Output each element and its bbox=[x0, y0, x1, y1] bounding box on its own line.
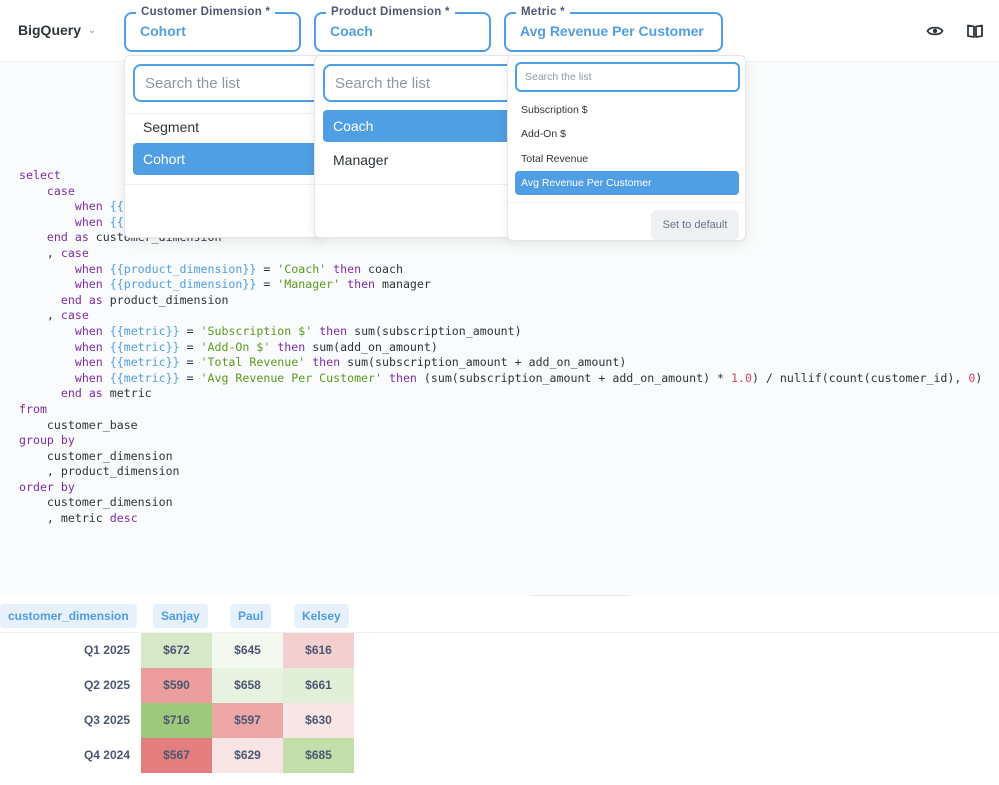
column-header[interactable]: Sanjay bbox=[153, 604, 208, 628]
code-line: when {{product_dimension}} = 'Manager' t… bbox=[74, 277, 431, 292]
filter-label: Product Dimension * bbox=[326, 5, 455, 19]
option-avg-revenue-per-customer[interactable]: Avg Revenue Per Customer bbox=[515, 171, 739, 195]
divider bbox=[0, 632, 999, 633]
code-line: when {{metric}} = 'Subscription $' then … bbox=[74, 323, 522, 338]
divider bbox=[508, 202, 745, 203]
table-cell[interactable]: $672 bbox=[141, 633, 212, 668]
table-cell[interactable]: $658 bbox=[212, 668, 283, 703]
book-icon[interactable] bbox=[966, 22, 984, 40]
dropdown-search[interactable] bbox=[323, 64, 513, 102]
option-total-revenue[interactable]: Total Revenue bbox=[521, 153, 589, 165]
database-picker[interactable]: BigQuery ⌄ bbox=[18, 22, 96, 38]
option-coach[interactable]: Coach bbox=[323, 110, 513, 142]
metric-dropdown: Subscription $ Add-On $ Total Revenue Av… bbox=[507, 55, 746, 241]
row-label: Q1 2025 bbox=[83, 643, 130, 657]
code-line: when {{metric}} = 'Total Revenue' then s… bbox=[74, 355, 627, 370]
table-cell[interactable]: $661 bbox=[283, 668, 354, 703]
option-add-on[interactable]: Add-On $ bbox=[521, 128, 566, 140]
set-to-default-button[interactable]: Set to default bbox=[651, 210, 739, 240]
code-line: select bbox=[19, 168, 61, 182]
database-name: BigQuery bbox=[18, 22, 82, 38]
divider bbox=[125, 184, 323, 185]
table-cell[interactable]: $630 bbox=[283, 703, 354, 738]
dropdown-search[interactable] bbox=[515, 62, 740, 92]
code-line: from bbox=[19, 401, 47, 416]
code-line: end as product_dimension bbox=[60, 292, 229, 307]
code-line: customer_base bbox=[19, 417, 138, 432]
table-cell[interactable]: $645 bbox=[212, 633, 283, 668]
row-label: Q3 2025 bbox=[83, 713, 130, 727]
search-input[interactable] bbox=[517, 64, 738, 90]
search-input[interactable] bbox=[135, 66, 323, 100]
divider bbox=[125, 113, 323, 114]
code-line: when {{metric}} = 'Avg Revenue Per Custo… bbox=[74, 370, 983, 385]
column-header[interactable]: Kelsey bbox=[294, 604, 349, 628]
option-subscription[interactable]: Subscription $ bbox=[521, 104, 588, 116]
filter-label: Customer Dimension * bbox=[136, 5, 276, 19]
code-line: , product_dimension bbox=[19, 464, 180, 479]
query-header: BigQuery ⌄ Customer Dimension * Cohort P… bbox=[0, 0, 999, 62]
option-cohort[interactable]: Cohort bbox=[133, 143, 323, 175]
dropdown-search[interactable] bbox=[133, 64, 323, 102]
table-cell[interactable]: $590 bbox=[141, 668, 212, 703]
option-segment[interactable]: Segment bbox=[143, 119, 200, 135]
eye-icon[interactable] bbox=[926, 22, 944, 40]
code-line: , case bbox=[19, 245, 89, 260]
filter-value: Cohort bbox=[140, 23, 186, 39]
customer-dimension-filter[interactable]: Customer Dimension * Cohort bbox=[124, 5, 301, 52]
code-line: customer_dimension bbox=[19, 448, 173, 463]
filter-value: Avg Revenue Per Customer bbox=[520, 23, 704, 39]
code-line: when {{product_dimension}} = 'Coach' the… bbox=[74, 261, 403, 276]
customer-dimension-dropdown: Segment Cohort bbox=[124, 55, 324, 238]
product-dimension-dropdown: Coach Manager bbox=[314, 55, 514, 238]
option-manager[interactable]: Manager bbox=[333, 152, 389, 168]
table-cell[interactable]: $616 bbox=[283, 633, 354, 668]
table-cell[interactable]: $597 bbox=[212, 703, 283, 738]
row-header[interactable]: customer_dimension bbox=[0, 604, 137, 628]
table-cell[interactable]: $629 bbox=[212, 738, 283, 773]
code-line: customer_dimension bbox=[19, 495, 173, 510]
code-line: , metric desc bbox=[19, 511, 138, 526]
chevron-down-icon: ⌄ bbox=[88, 24, 97, 36]
filter-value: Coach bbox=[330, 23, 373, 39]
table-cell[interactable]: $716 bbox=[141, 703, 212, 738]
code-line: when {{metric}} = 'Add-On $' then sum(ad… bbox=[74, 339, 438, 354]
code-line: , case bbox=[19, 308, 89, 323]
row-label: Q4 2024 bbox=[83, 748, 130, 762]
row-label: Q2 2025 bbox=[83, 678, 130, 692]
column-header[interactable]: Paul bbox=[230, 604, 272, 628]
search-input[interactable] bbox=[325, 66, 513, 100]
code-line: end as metric bbox=[60, 386, 152, 401]
filter-label: Metric * bbox=[516, 5, 570, 19]
metric-filter[interactable]: Metric * Avg Revenue Per Customer bbox=[504, 5, 723, 52]
table-cell[interactable]: $685 bbox=[283, 738, 354, 773]
code-line: case bbox=[46, 183, 75, 198]
code-line: order by bbox=[19, 479, 75, 494]
code-line: group by bbox=[19, 433, 75, 448]
product-dimension-filter[interactable]: Product Dimension * Coach bbox=[314, 5, 491, 52]
table-cell[interactable]: $567 bbox=[141, 738, 212, 773]
divider bbox=[315, 184, 513, 185]
